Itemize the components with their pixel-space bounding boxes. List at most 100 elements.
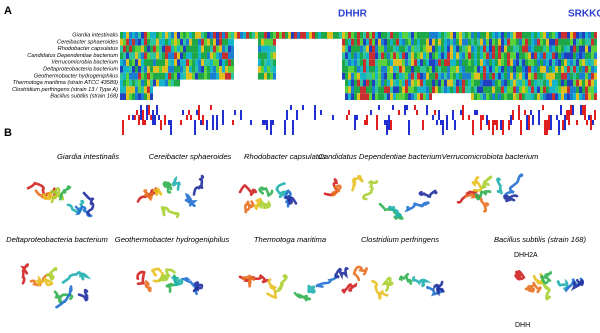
alignment-cell [438,32,441,39]
alignment-cell [225,52,228,60]
alignment-cell [393,79,396,87]
alignment-cell [558,45,561,53]
alignment-cell [420,93,423,100]
alignment-cell [456,59,459,66]
alignment-cell [462,79,465,87]
alignment-cell [135,66,138,73]
alignment-cell [195,66,198,73]
alignment-cell [384,45,387,53]
alignment-cell [147,32,150,39]
alignment-cell [120,79,123,87]
alignment-cell [186,59,189,66]
alignment-cell [399,72,402,80]
alignment-cell [489,38,492,46]
alignment-cell [441,86,444,94]
alignment-cell [387,32,390,39]
alignment-cell [582,72,585,80]
ribbon [257,186,274,198]
alignment-cell [156,45,159,53]
alignment-cell [120,32,123,39]
alignment-cell [207,45,210,53]
conservation-cell [436,120,438,125]
alignment-cell [357,32,360,39]
conservation-cell [588,115,590,120]
alignment-cell [144,93,147,100]
alignment-cell [192,32,195,39]
alignment-cell [402,59,405,66]
alignment-cell [465,59,468,66]
ribbon [496,177,503,195]
alignment-cell [399,38,402,46]
alignment-cell [573,32,576,39]
alignment-cell [486,45,489,53]
ribbon [504,173,524,196]
alignment-cell [189,59,192,66]
alignment-cell [135,79,138,87]
alignment-cell [561,66,564,73]
alignment-cell [549,93,552,100]
alignment-cell [480,66,483,73]
alignment-cell [381,66,384,73]
alignment-cell [258,72,261,80]
conservation-cell [542,105,544,110]
alignment-cell [150,72,153,80]
alignment-cell [342,45,345,53]
alignment-cell [348,72,351,80]
conservation-cell [482,115,484,120]
alignment-cell [141,52,144,60]
alignment-cell [177,45,180,53]
conservation-cell [296,110,298,120]
alignment-cell [231,52,234,60]
structure-label: Rhodobacter capsulatus [244,152,326,161]
alignment-cell [393,45,396,53]
alignment-cell [417,93,420,100]
alignment-cell [159,45,162,53]
alignment-cell [480,45,483,53]
conservation-cell [142,110,144,125]
conservation-cell [180,120,182,125]
conservation-cell [164,115,166,125]
alignment-cell [519,59,522,66]
alignment-cell [531,93,534,100]
alignment-cell [171,79,174,87]
alignment-cell [396,66,399,73]
alignment-cell [267,38,270,46]
alignment-cell [258,32,261,39]
alignment-cell [357,86,360,94]
alignment-cell [171,66,174,73]
alignment-cell [519,52,522,60]
alignment-cell [201,32,204,39]
alignment-cell [144,45,147,53]
conservation-cell [272,120,274,125]
alignment-cell [201,72,204,80]
alignment-cell [414,66,417,73]
alignment-cell [582,79,585,87]
conservation-cell [194,120,196,135]
alignment-cell [120,45,123,53]
conservation-cell [532,115,534,125]
alignment-cell [219,59,222,66]
alignment-cell [429,79,432,87]
alignment-cell [579,93,582,100]
alignment-cell [507,93,510,100]
alignment-cell [216,52,219,60]
alignment-cell [348,32,351,39]
alignment-cell [348,52,351,60]
alignment-cell [528,72,531,80]
alignment-cell [591,72,594,80]
alignment-cell [375,59,378,66]
alignment-cell [132,79,135,87]
alignment-cell [414,72,417,80]
alignment-cell [495,79,498,87]
alignment-cell [192,66,195,73]
ribbon [323,177,339,197]
alignment-cell [135,52,138,60]
alignment-cell [495,66,498,73]
alignment-cell [354,38,357,46]
alignment-cell [591,45,594,53]
conservation-cell [212,115,214,130]
alignment-cell [219,52,222,60]
alignment-cell [405,38,408,46]
alignment-cell [489,93,492,100]
alignment-cell [447,59,450,66]
